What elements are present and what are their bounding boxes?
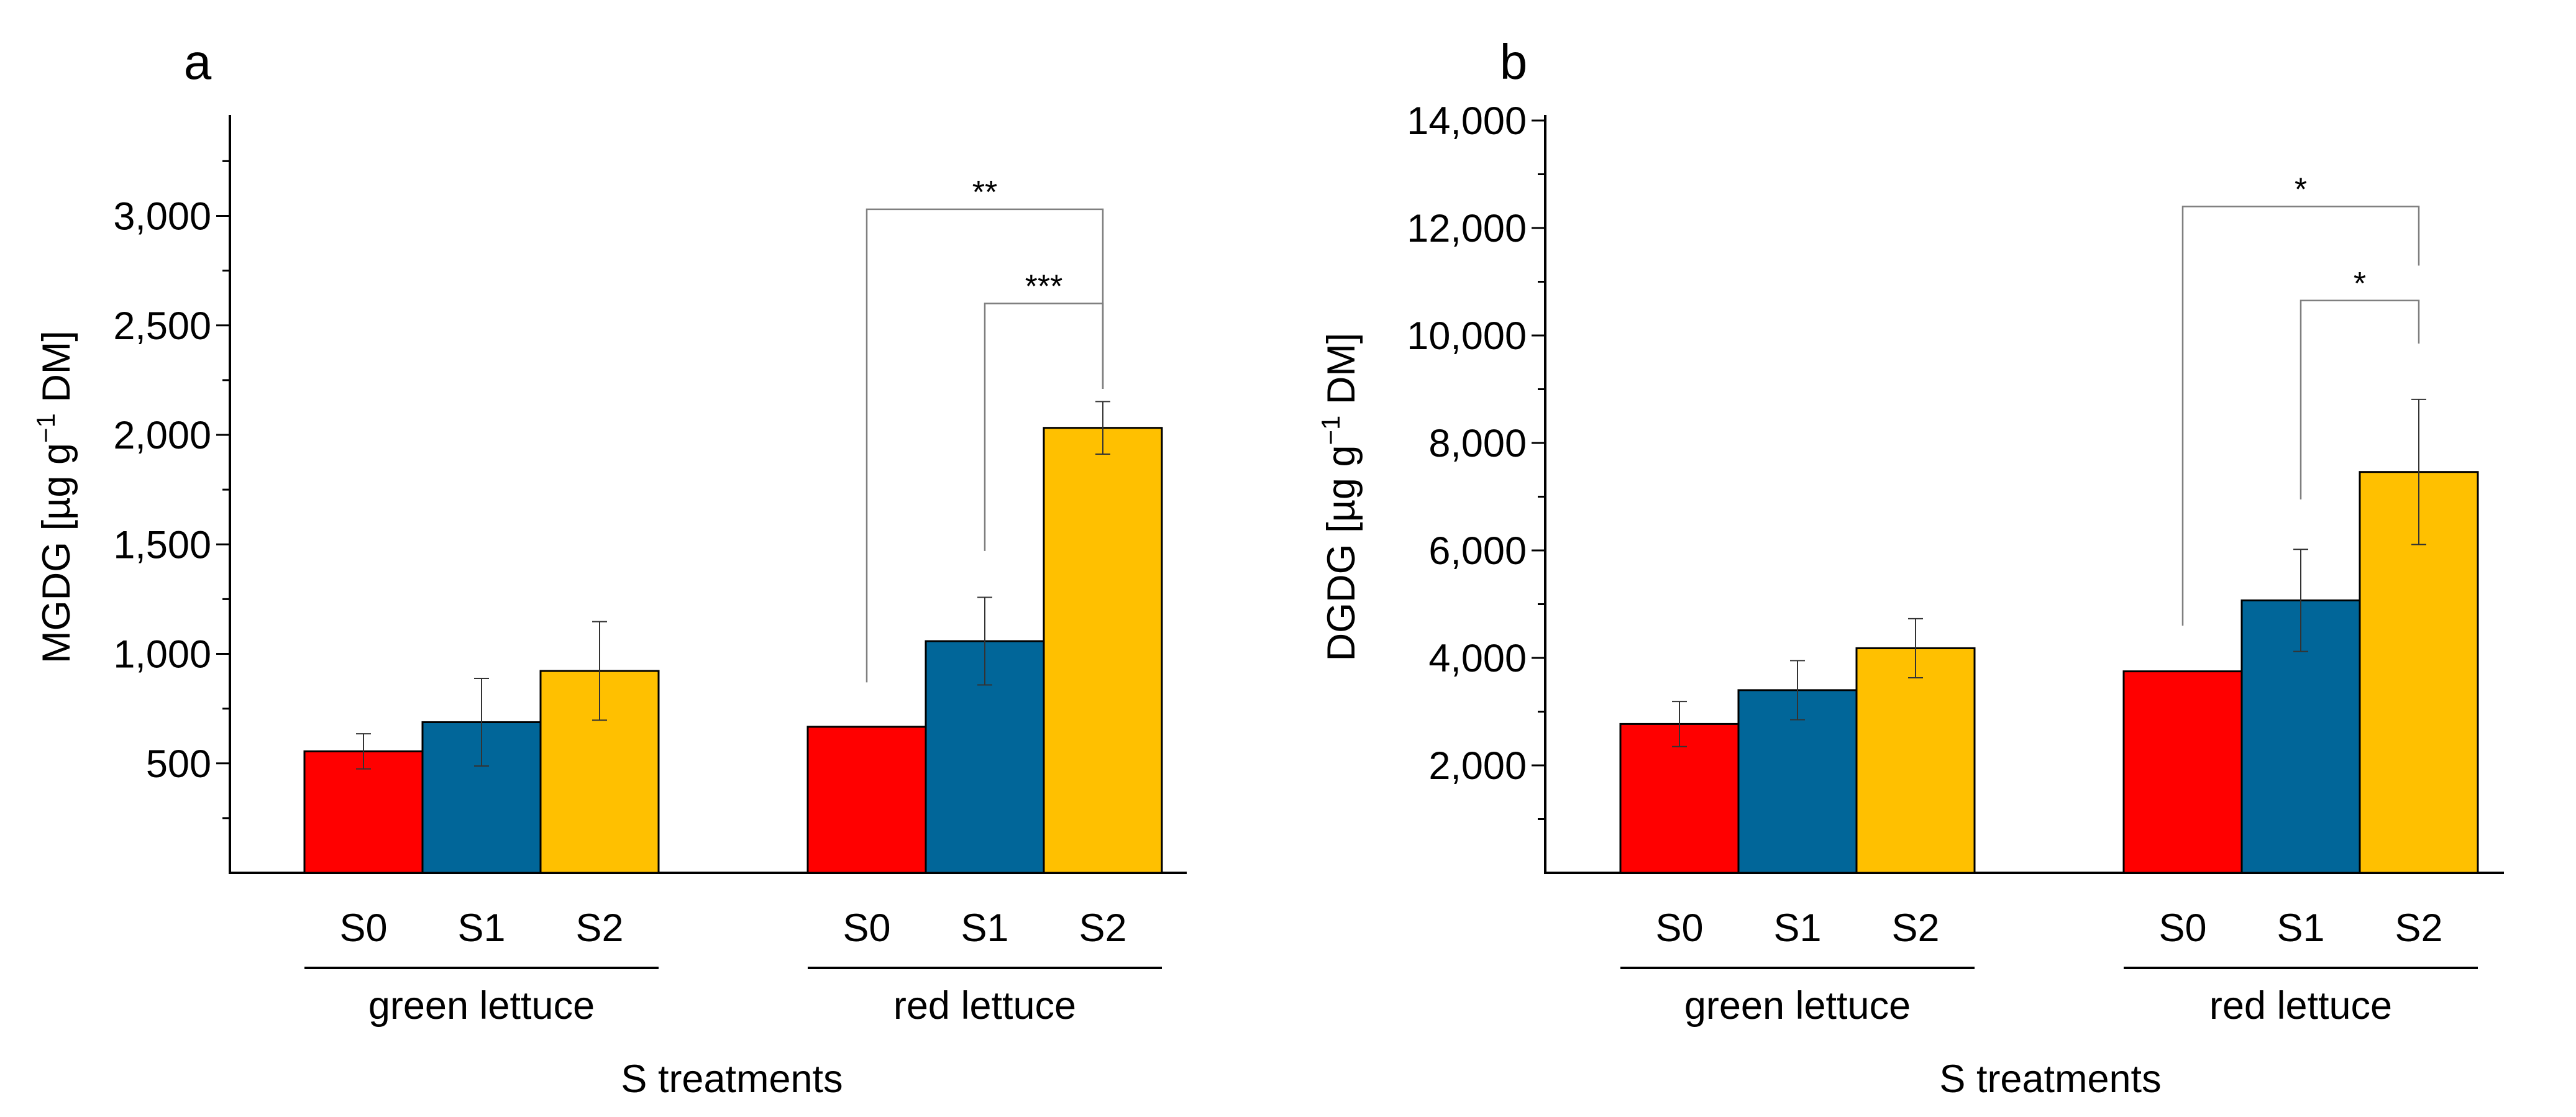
bar-green-lettuce-s2 <box>1855 647 1976 874</box>
y-tick-label: 1,000 <box>113 633 211 677</box>
y-tick-label: 6,000 <box>1428 529 1527 573</box>
y-tick-label: 10,000 <box>1407 314 1527 358</box>
y-tick-label: 500 <box>146 742 211 786</box>
y-axis-title: MGDG [µg g−1 DM] <box>31 331 78 663</box>
y-tick-label: 14,000 <box>1407 99 1527 143</box>
bar-green-lettuce-s1 <box>1737 689 1858 874</box>
group-label: green lettuce <box>1684 984 1911 1028</box>
bar-red-lettuce-s0 <box>2122 670 2243 874</box>
panel-b-dgdg-chart: b 2,000 4,000 6,000 8,000 10,000 12,000 14,000 D… <box>1316 34 2504 1101</box>
category-label: S1 <box>457 906 505 950</box>
category-label: S2 <box>1079 906 1126 950</box>
y-tick-label: 3,000 <box>113 195 211 239</box>
panel-label: b <box>1500 34 1528 89</box>
y-tick-label: 1,500 <box>113 523 211 567</box>
significance-label: *** <box>1025 269 1063 305</box>
bar-red-lettuce-s2 <box>1043 427 1163 874</box>
bar-red-lettuce-s0 <box>806 726 927 874</box>
significance-bracket <box>2300 299 2420 499</box>
category-label: S0 <box>2158 906 2206 950</box>
category-label: S2 <box>2395 906 2442 950</box>
y-tick-label: 2,000 <box>113 414 211 457</box>
y-tick-label: 4,000 <box>1428 637 1527 680</box>
group-label: green lettuce <box>368 984 595 1028</box>
significance-label: ** <box>972 175 997 211</box>
significance-bracket <box>984 303 1104 551</box>
x-axis-title: S treatments <box>621 1057 843 1101</box>
x-axis-title: S treatments <box>1939 1057 2161 1101</box>
group-label: red lettuce <box>893 984 1076 1028</box>
significance-label: * <box>2295 171 2307 207</box>
bar-green-lettuce-s0 <box>1619 723 1740 874</box>
significance-label: * <box>2354 266 2366 302</box>
category-label: S1 <box>961 906 1008 950</box>
y-tick-label: 2,000 <box>1428 744 1527 788</box>
y-axis-title: DGDG [µg g−1 DM] <box>1316 333 1363 662</box>
y-tick-label: 8,000 <box>1428 422 1527 465</box>
panel-a-mgdg-chart: a 500 1,000 1,500 2,000 2,500 3,000 MGDG [µg g−… <box>31 34 1187 1101</box>
significance-bracket <box>2181 206 2420 626</box>
category-label: S0 <box>339 906 387 950</box>
y-tick-label: 2,500 <box>113 304 211 348</box>
y-tick-label: 12,000 <box>1407 207 1527 250</box>
significance-bracket <box>866 208 1104 683</box>
panel-label: a <box>184 34 212 89</box>
category-label: S0 <box>843 906 890 950</box>
group-label: red lettuce <box>2209 984 2392 1028</box>
category-label: S1 <box>2277 906 2324 950</box>
bar-green-lettuce-s0 <box>303 750 424 874</box>
category-label: S1 <box>1773 906 1821 950</box>
category-label: S2 <box>575 906 623 950</box>
category-label: S2 <box>1891 906 1939 950</box>
category-label: S0 <box>1655 906 1703 950</box>
